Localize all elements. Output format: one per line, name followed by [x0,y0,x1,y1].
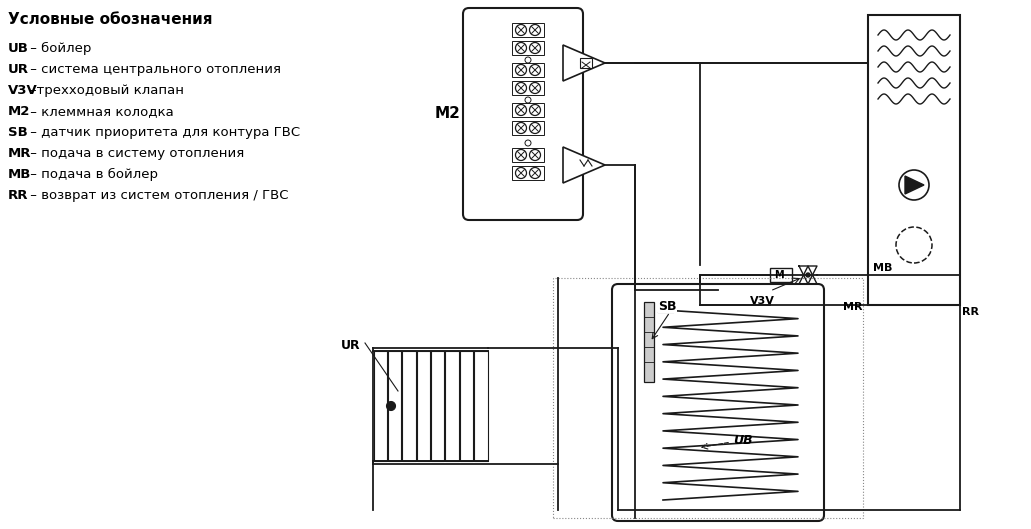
Text: SB: SB [658,300,676,313]
Circle shape [516,24,527,35]
Circle shape [530,83,540,94]
Circle shape [525,140,531,146]
Circle shape [516,168,527,178]
Bar [402,351,415,461]
Bar [512,23,544,37]
Text: MR: MR [8,147,32,160]
Text: UR: UR [8,63,29,76]
Text: – бойлер: – бойлер [26,42,92,55]
Bar [512,63,544,77]
Polygon shape [563,147,605,183]
Text: V3V: V3V [750,296,775,306]
Circle shape [530,150,540,160]
Circle shape [530,168,540,178]
Text: MB: MB [873,263,893,273]
Circle shape [516,150,527,160]
Bar [417,351,430,461]
Circle shape [899,170,929,200]
Bar [553,278,863,518]
Text: RR: RR [8,189,29,202]
Polygon shape [905,176,924,194]
Text: SB: SB [8,126,28,139]
Bar [512,103,544,117]
Text: – клеммная колодка: – клеммная колодка [26,105,174,118]
Circle shape [530,65,540,76]
Circle shape [806,273,810,277]
Text: UB: UB [8,42,29,55]
Bar [460,351,473,461]
Text: –трехходовый клапан: –трехходовый клапан [30,84,184,97]
Text: M2: M2 [435,106,461,122]
Text: RR: RR [962,307,979,317]
Text: MR: MR [843,302,863,312]
Circle shape [530,24,540,35]
Bar [512,41,544,55]
Circle shape [896,227,932,263]
Polygon shape [563,45,605,81]
Text: M2: M2 [8,105,30,118]
Bar [388,351,401,461]
Text: Условные обозначения: Условные обозначения [8,12,212,27]
Circle shape [530,105,540,115]
Bar [512,81,544,95]
Circle shape [525,97,531,103]
FancyBboxPatch shape [612,284,824,521]
Circle shape [525,57,531,63]
Bar [474,351,488,461]
Bar [868,15,960,305]
FancyBboxPatch shape [463,8,583,220]
Bar [770,268,792,282]
Text: – возврат из систем отопления / ГВС: – возврат из систем отопления / ГВС [26,189,289,202]
Text: – датчик приоритета для контура ГВС: – датчик приоритета для контура ГВС [26,126,300,139]
Circle shape [530,123,540,133]
Circle shape [516,105,527,115]
Bar [644,302,654,382]
Circle shape [516,42,527,53]
Circle shape [516,123,527,133]
Text: MB: MB [8,168,31,181]
Text: V3V: V3V [8,84,38,97]
Bar [431,351,444,461]
Text: UR: UR [341,339,361,352]
Bar [580,58,592,68]
Bar [445,351,459,461]
Text: – подача в систему отопления: – подача в систему отопления [26,147,244,160]
Text: UB: UB [733,433,753,446]
Circle shape [516,83,527,94]
Bar [512,148,544,162]
Circle shape [516,65,527,76]
Bar [512,166,544,180]
Circle shape [530,42,540,53]
Text: – подача в бойлер: – подача в бойлер [26,168,158,181]
Bar [512,121,544,135]
Text: M: M [774,270,784,280]
Bar [373,351,387,461]
Text: – система центрального отопления: – система центрального отопления [26,63,281,76]
Circle shape [387,402,396,411]
